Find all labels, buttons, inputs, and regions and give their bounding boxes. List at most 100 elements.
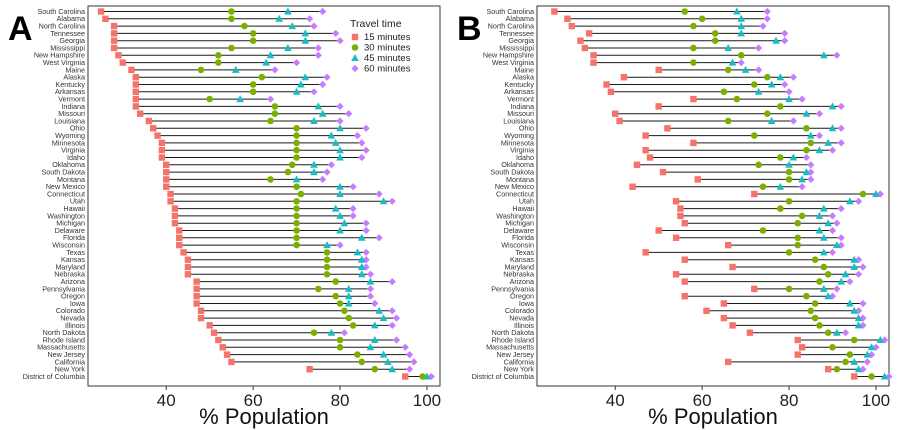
state-label: Montana (506, 175, 534, 184)
data-point (323, 168, 331, 176)
data-point (737, 14, 746, 22)
state-label: New Hampshire (483, 51, 534, 60)
state-label: New Hampshire (34, 51, 85, 60)
data-point (785, 88, 793, 96)
state-label: Indiana (61, 102, 85, 111)
data-point (690, 59, 697, 66)
data-point (785, 285, 793, 293)
data-point (293, 146, 300, 154)
data-point (197, 66, 205, 74)
data-point (388, 307, 396, 315)
data-point (379, 197, 388, 205)
data-point (314, 102, 323, 110)
data-point (794, 351, 801, 358)
data-point (724, 66, 732, 74)
data-point (136, 110, 144, 117)
data-point (781, 80, 789, 89)
data-point (184, 256, 192, 263)
data-point (837, 139, 845, 147)
data-point (110, 30, 118, 37)
data-point (353, 248, 362, 256)
data-point (231, 65, 240, 73)
data-point (362, 248, 370, 256)
data-point (811, 300, 819, 307)
x-tick-label: 80 (331, 391, 350, 410)
data-point (828, 102, 837, 110)
data-point (110, 37, 118, 44)
data-point (193, 285, 200, 293)
data-point (851, 373, 858, 380)
data-point (354, 351, 361, 358)
data-point (357, 270, 366, 278)
data-point (402, 373, 409, 380)
data-point (820, 263, 828, 271)
data-point (841, 270, 850, 278)
data-point (564, 15, 571, 22)
data-point (863, 350, 872, 358)
data-point (764, 73, 771, 81)
data-point (349, 205, 357, 213)
data-point (690, 139, 697, 147)
state-label: South Carolina (37, 7, 85, 16)
data-point (737, 29, 746, 37)
data-point (301, 73, 310, 81)
data-point (828, 124, 837, 132)
data-point (206, 95, 213, 103)
data-point (332, 29, 340, 37)
data-point (293, 205, 300, 212)
data-point (859, 263, 867, 271)
state-label: Oklahoma (501, 160, 534, 169)
data-point (184, 271, 192, 278)
data-point (371, 321, 379, 329)
data-point (802, 153, 811, 162)
data-point (332, 278, 340, 285)
data-point (219, 344, 226, 351)
data-point (171, 212, 179, 220)
data-point (349, 322, 357, 329)
data-point (327, 328, 336, 336)
data-point (755, 44, 763, 52)
data-point (694, 176, 701, 183)
state-label: California (55, 357, 85, 366)
data-point (777, 103, 784, 110)
state-label: Missouri (58, 109, 85, 118)
data-point (759, 183, 767, 190)
data-point (301, 29, 310, 37)
data-point (119, 59, 126, 66)
panel-label: B (457, 10, 482, 48)
data-point (820, 284, 828, 292)
data-point (163, 183, 170, 190)
state-label: Tennessee (499, 29, 534, 38)
state-label: Ohio (70, 124, 85, 133)
state-label: Hawaii (512, 204, 534, 213)
data-point (344, 292, 353, 300)
data-point (794, 241, 802, 249)
data-point (776, 182, 785, 190)
data-point (405, 351, 414, 359)
data-point (841, 329, 850, 337)
state-label: Colorado (505, 306, 534, 315)
data-point (754, 87, 763, 95)
data-point (319, 7, 327, 16)
data-point (267, 176, 274, 183)
data-point (158, 147, 166, 154)
state-label: Illinois (514, 321, 534, 330)
data-point (236, 95, 244, 103)
data-point (293, 198, 300, 205)
data-point (868, 373, 875, 380)
data-point (720, 88, 728, 96)
data-point (336, 241, 344, 249)
data-point (388, 365, 396, 373)
x-tick-label: 100 (413, 391, 441, 410)
state-label: Minnesota (52, 138, 85, 147)
data-point (824, 292, 832, 300)
legend-label: 30 minutes (364, 43, 411, 54)
data-point (711, 37, 719, 44)
state-label: Maine (65, 65, 85, 74)
data-point (171, 205, 179, 212)
state-label: New Mexico (495, 182, 534, 191)
data-point (293, 183, 300, 190)
data-point (228, 15, 235, 23)
data-point (388, 278, 396, 286)
